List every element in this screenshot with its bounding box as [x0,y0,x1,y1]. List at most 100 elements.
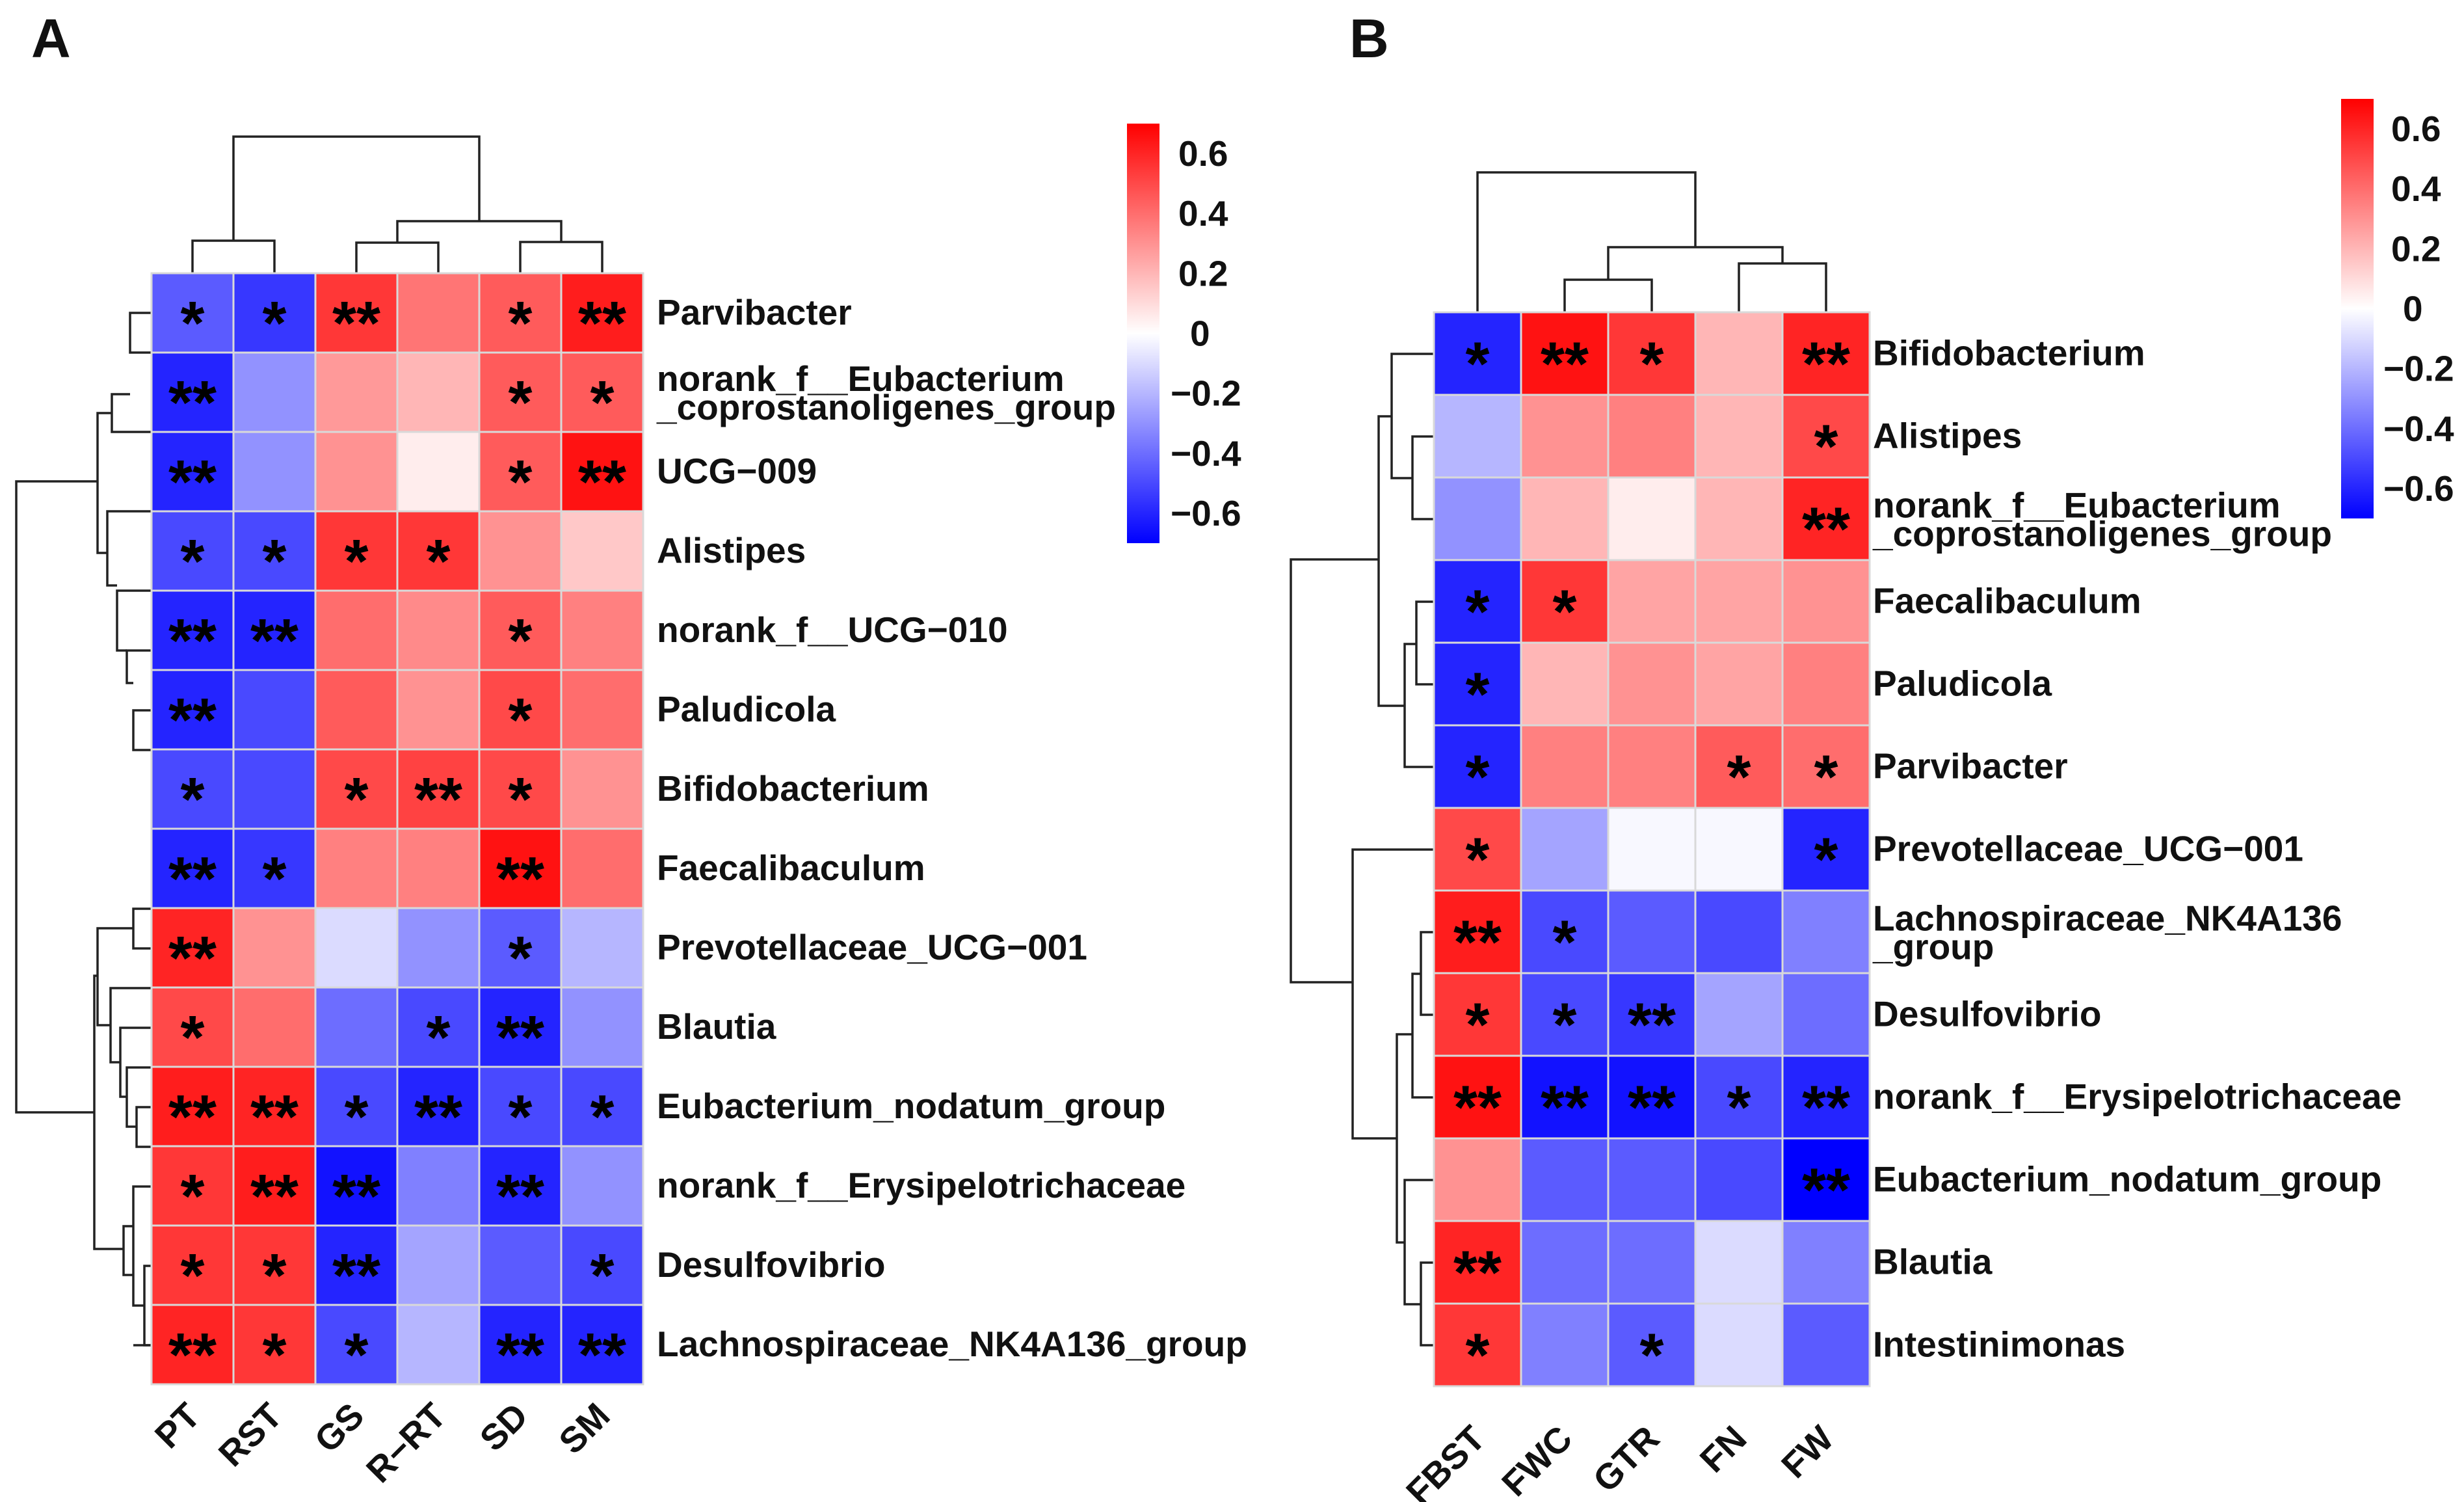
heatmap-cell [560,510,644,592]
heatmap-cell [478,1145,563,1227]
significance-marker: * [509,368,533,437]
significance-marker: ** [1628,1073,1676,1142]
heatmap-cell [314,827,399,909]
significance-marker: ** [1628,991,1676,1060]
significance-marker: * [509,686,533,755]
significance-marker: ** [1541,1073,1589,1142]
row-label: Eubacterium_nodatum_group [1873,1159,2381,1200]
significance-marker: * [590,1082,615,1151]
column-dendrogram-branch [232,135,481,241]
heatmap-cell [314,1145,399,1227]
significance-marker: ** [578,1321,626,1389]
significance-marker: * [509,1082,533,1151]
colorbar-tick-label: 0.4 [2391,168,2441,209]
colorbar-tick-label: −0.4 [2383,409,2454,449]
significance-marker: * [509,606,533,675]
row-dendrogram-branch [119,1026,152,1098]
heatmap-cell [478,827,563,909]
heatmap-cell [1433,394,1522,479]
heatmap-cell [396,907,481,989]
heatmap-cell [478,1224,563,1306]
row-dendrogram-branch [96,927,133,1026]
significance-marker: ** [414,765,462,834]
heatmap-cell [150,827,235,909]
heatmap-cell [232,351,317,433]
significance-marker: ** [168,686,217,755]
significance-marker: * [1553,578,1577,647]
heatmap-cell [478,907,563,989]
heatmap-cell [1520,889,1610,974]
row-label: Bifidobacterium [657,768,929,809]
colorbar-tick-label: −0.6 [2383,468,2454,509]
colorbar-tick-label: 0 [2403,289,2423,329]
column-label: FN [1692,1418,1755,1481]
significance-marker: * [1727,1073,1751,1142]
heatmap-cell [1694,972,1784,1057]
heatmap-cell [1694,889,1784,974]
row-dendrogram-branch [129,312,152,354]
heatmap-cell [150,1304,235,1386]
heatmap-cell [1520,394,1610,479]
significance-marker: ** [332,1162,380,1231]
heatmap-cell [232,431,317,513]
row-label: Prevotellaceae_UCG−001 [657,927,1087,967]
significance-marker: * [427,1003,451,1072]
column-dendrogram [191,135,603,273]
heatmap-cell [1781,807,1871,892]
row-dendrogram-branch [1411,435,1434,520]
significance-marker: ** [1453,1239,1502,1308]
column-dendrogram [1476,171,1827,312]
row-label: Blautia [657,1006,776,1047]
heatmap-cell [1781,476,1871,561]
colorbar-tick-label: 0 [1190,314,1210,354]
heatmap-cell [150,351,235,433]
row-dendrogram-branch [1411,972,1434,1099]
heatmap-cell [560,1066,644,1147]
significance-marker: ** [496,1003,544,1072]
column-label: PT [147,1395,208,1456]
heatmap-cell [1520,807,1610,892]
significance-marker: * [1553,991,1577,1060]
heatmap-cell [396,351,481,433]
heatmap-cell [1433,1137,1522,1222]
heatmap-cell [560,986,644,1068]
heatmap-cell [396,431,481,513]
significance-marker: ** [1802,330,1850,399]
column-label: SD [472,1395,536,1459]
row-label: Desulfovibrio [1873,994,2101,1034]
row-label: norank_f__Erysipelotrichaceae [657,1165,1186,1205]
heatmap-cell [1520,641,1610,727]
colorbar-tick-label: 0.4 [1178,193,1228,234]
row-dendrogram-branch [106,510,152,587]
row-dendrogram [15,312,152,1347]
significance-marker: ** [1802,1156,1850,1225]
heatmap-cell [396,1145,481,1227]
panel-a-letter: A [31,8,71,69]
row-label: UCG−009 [657,451,817,491]
heatmap-cell [1781,559,1871,644]
heatmap-cell [478,351,563,433]
significance-marker: ** [168,844,217,913]
significance-marker: * [1466,660,1490,729]
column-label: R−RT [358,1395,453,1490]
heatmap-cell [1694,311,1784,396]
heatmap-cell [1781,1054,1871,1140]
column-label: RST [211,1395,290,1475]
significance-marker: ** [1453,1073,1502,1142]
significance-marker: ** [168,1321,217,1389]
heatmap-cell [396,272,481,354]
row-dendrogram-branch [1415,600,1434,686]
significance-marker: ** [250,1162,298,1231]
significance-marker: ** [578,289,626,358]
significance-marker: ** [496,1162,544,1231]
heatmap-cell [1607,807,1697,892]
colorbar-tick-label: 0.6 [1178,133,1228,174]
heatmap-cell [150,1145,235,1227]
heatmap-cell [232,589,317,671]
column-label: GTR [1585,1418,1667,1500]
row-dendrogram-branch [1403,1179,1434,1306]
row-dendrogram-branch [1420,931,1434,1016]
significance-marker: * [181,765,205,834]
heatmap-cell [1607,1220,1697,1305]
